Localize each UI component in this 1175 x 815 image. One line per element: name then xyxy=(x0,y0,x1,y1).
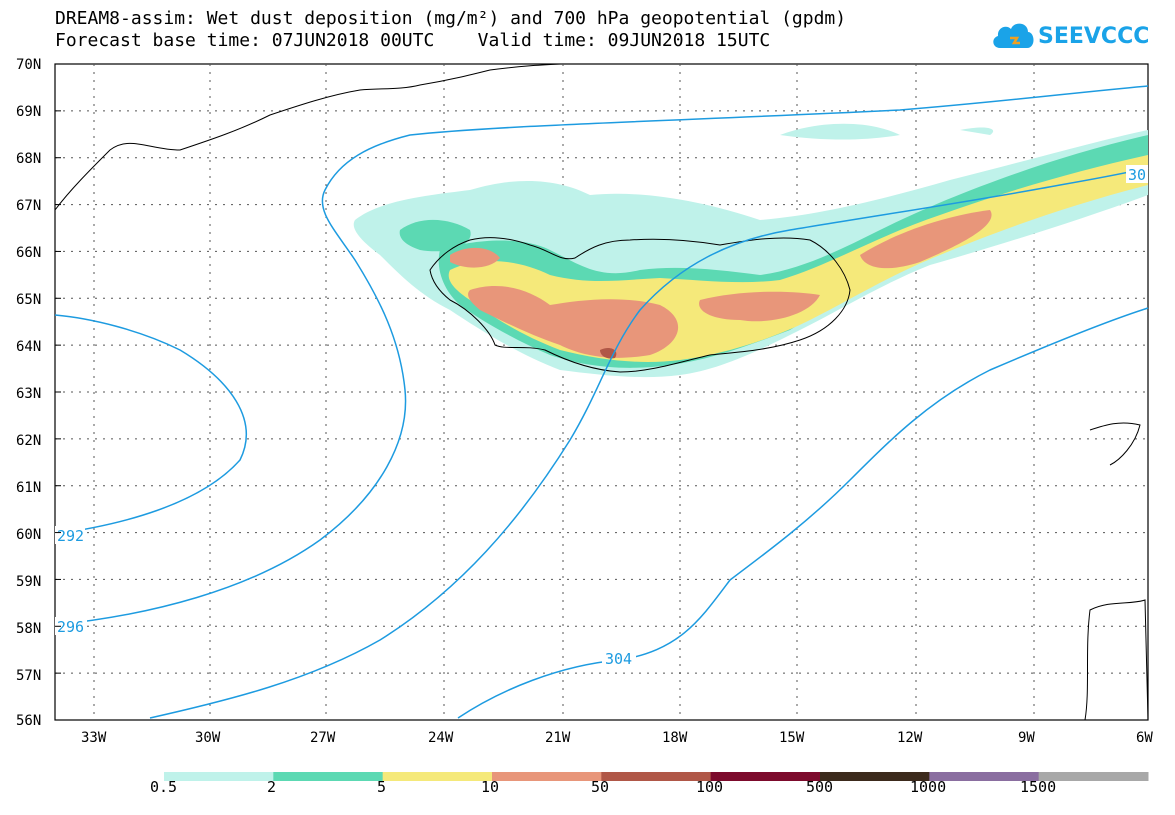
contour-labels: 292 296 304 30 xyxy=(55,165,1148,668)
colorbar-swatch xyxy=(164,772,274,781)
geopotential-contours xyxy=(54,85,1149,719)
lat-label: 56N xyxy=(16,713,41,729)
lon-label: 27W xyxy=(310,730,336,746)
graticule xyxy=(55,64,1148,720)
lat-label: 63N xyxy=(16,386,41,402)
lat-label: 57N xyxy=(16,668,41,684)
plot-frame xyxy=(54,63,1149,721)
lon-label: 6W xyxy=(1136,730,1153,746)
colorbar-swatch xyxy=(820,772,930,781)
lat-label: 65N xyxy=(16,292,41,308)
colorbar-label: 2 xyxy=(267,778,277,796)
colorbar-label: 10 xyxy=(481,778,500,796)
colorbar xyxy=(164,772,1149,781)
dust-deposition-field xyxy=(353,123,1148,378)
map-subtitle: Forecast base time: 07JUN2018 00UTC Vali… xyxy=(55,30,771,51)
colorbar-label: 50 xyxy=(591,778,610,796)
lat-label: 58N xyxy=(16,621,41,637)
colorbar-label: 1500 xyxy=(1020,778,1057,796)
map-title: DREAM8-assim: Wet dust deposition (mg/m²… xyxy=(55,8,847,29)
colorbar-swatch xyxy=(382,772,493,781)
lat-label: 67N xyxy=(16,198,41,214)
latitude-labels: 70N 69N 68N 67N 66N 65N 64N 63N 62N 61N … xyxy=(16,57,41,729)
contour-label-296: 296 xyxy=(57,618,84,636)
contour-label-304: 304 xyxy=(605,650,632,668)
longitude-labels: 33W 30W 27W 24W 21W 18W 15W 12W 9W 6W xyxy=(81,730,1153,746)
colorbar-label: 5 xyxy=(377,778,387,796)
colorbar-swatch xyxy=(273,772,384,781)
logo-text: SEEVCCC xyxy=(1038,24,1150,49)
deposition-area-low-2 xyxy=(780,123,900,140)
cloud-icon xyxy=(993,23,1034,48)
seevccc-logo: SEEVCCC xyxy=(990,18,1165,58)
colorbar-swatch xyxy=(492,772,602,781)
deposition-area-10b xyxy=(699,291,820,322)
colorbar-swatch xyxy=(710,772,821,781)
lon-label: 24W xyxy=(428,730,454,746)
lat-label: 64N xyxy=(16,339,41,355)
faroe-shetland-coast xyxy=(1089,422,1141,466)
lat-label: 60N xyxy=(16,527,41,543)
lon-label: 30W xyxy=(195,730,221,746)
colorbar-label: 0.5 xyxy=(150,778,178,796)
lat-label: 62N xyxy=(16,433,41,449)
colorbar-swatch xyxy=(601,772,712,781)
lon-label: 12W xyxy=(897,730,923,746)
lat-label: 59N xyxy=(16,574,41,590)
colorbar-label: 100 xyxy=(696,778,724,796)
coastlines xyxy=(54,63,1149,721)
iceland-coast xyxy=(429,237,851,373)
deposition-area-2 xyxy=(399,219,471,252)
contour-304 xyxy=(457,307,1149,719)
lat-label: 68N xyxy=(16,151,41,167)
colorbar-swatch xyxy=(1038,772,1149,781)
scotland-coast xyxy=(1084,599,1149,721)
colorbar-swatch xyxy=(929,772,1040,781)
lat-label: 66N xyxy=(16,245,41,261)
lon-label: 9W xyxy=(1018,730,1035,746)
deposition-area-low-3 xyxy=(960,127,994,135)
lat-label: 70N xyxy=(16,57,41,73)
lat-label: 61N xyxy=(16,480,41,496)
contour-300 xyxy=(149,167,1149,719)
lon-label: 18W xyxy=(662,730,688,746)
greenland-coast xyxy=(54,63,561,211)
contour-292 xyxy=(54,314,247,535)
contour-296 xyxy=(54,85,1149,626)
deposition-area-10c xyxy=(860,210,992,269)
lon-label: 21W xyxy=(545,730,571,746)
deposition-area-10 xyxy=(468,285,679,358)
colorbar-label: 500 xyxy=(806,778,834,796)
deposition-area-10d xyxy=(450,247,500,268)
contour-label-292: 292 xyxy=(57,527,84,545)
lon-label: 15W xyxy=(779,730,805,746)
lat-label: 69N xyxy=(16,104,41,120)
lon-label: 33W xyxy=(81,730,107,746)
contour-label-30: 30 xyxy=(1128,166,1146,184)
colorbar-label: 1000 xyxy=(910,778,947,796)
